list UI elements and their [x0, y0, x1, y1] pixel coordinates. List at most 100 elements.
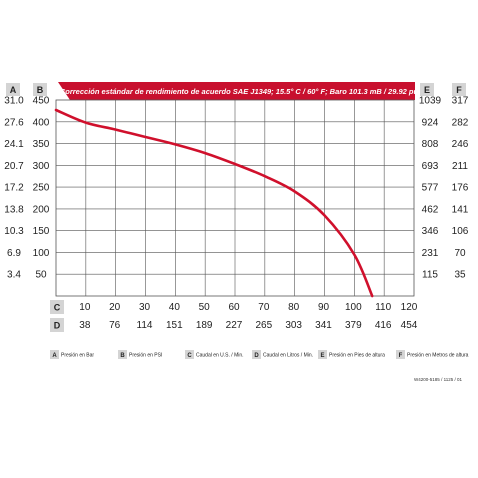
series-line: [54, 108, 374, 298]
tick-label-d: 303: [285, 320, 302, 331]
tick-label-a: 24.1: [4, 139, 24, 150]
tick-label-a: 27.6: [4, 117, 24, 128]
legend-text: Presión en PSI: [129, 353, 162, 359]
tick-label-b: 300: [33, 161, 50, 172]
tick-label-f: 176: [452, 183, 469, 194]
document-code: W4200-5185 / 1125 / 01: [414, 377, 462, 382]
legend-key-box: [318, 350, 327, 359]
axis-header-a: A: [10, 85, 17, 95]
tick-label-d: 416: [375, 320, 392, 331]
legend-key: B: [120, 353, 125, 359]
axis-header-c: C: [54, 303, 61, 313]
tick-label-d: 227: [226, 320, 243, 331]
tick-label-f: 106: [452, 226, 469, 237]
tick-label-b: 200: [33, 204, 50, 215]
tick-label-f: 317: [452, 96, 469, 107]
axis-header-b: B: [37, 85, 44, 95]
tick-label-d: 114: [137, 320, 153, 331]
legend-text: Caudal en U.S. / Min.: [196, 353, 244, 359]
legend-key-box: [118, 350, 127, 359]
axis-header-box-d: [50, 318, 64, 332]
tick-label-e: 231: [422, 248, 439, 259]
tick-label-d: 151: [166, 320, 183, 331]
tick-label-b: 350: [33, 139, 50, 150]
tick-label-f: 141: [452, 204, 469, 215]
performance-curve: [54, 108, 374, 298]
tick-label-a: 6.9: [7, 248, 21, 259]
legend-key-box: [252, 350, 261, 359]
tick-label-a: 13.8: [4, 204, 24, 215]
tick-label-f: 211: [452, 161, 468, 172]
legend-text: Caudal en Litros / Min.: [263, 353, 313, 359]
tick-label-f: 35: [454, 270, 466, 281]
tick-label-d: 189: [196, 320, 213, 331]
tick-label-c: 30: [139, 302, 151, 313]
axis-header-box-b: [33, 83, 47, 96]
legend: A Presión en Bar B Presión en PSI C Caudal en…: [50, 350, 469, 359]
tick-label-d: 454: [401, 320, 418, 331]
title-banner-shape: [58, 82, 415, 100]
tick-label-d: 38: [79, 320, 91, 331]
tick-label-e: 693: [422, 161, 439, 172]
tick-label-e: 924: [422, 117, 439, 128]
tick-label-a: 20.7: [4, 161, 24, 172]
tick-label-f: 246: [452, 139, 469, 150]
axis-header-d: D: [54, 321, 61, 331]
tick-label-e: 115: [422, 270, 438, 281]
axis-header-box-a: [6, 83, 20, 96]
tick-label-c: 110: [375, 302, 391, 313]
tick-labels: 31.0 27.6 24.1 20.7 17.2 13.8 10.3 6.9 3.4 450 400…: [4, 96, 469, 332]
legend-key: E: [320, 353, 324, 359]
legend-text: Presión en Bar: [61, 353, 94, 359]
tick-label-d: 76: [109, 320, 121, 331]
tick-label-c: 70: [258, 302, 270, 313]
axis-header-box-e: [420, 83, 434, 96]
tick-label-b: 50: [35, 270, 47, 281]
legend-text: Presión en Metros de altura: [407, 353, 469, 359]
legend-key: D: [254, 353, 259, 359]
chart-title: Corrección estándar de rendimiento de ac…: [60, 87, 420, 96]
tick-label-a: 3.4: [7, 270, 21, 281]
axis-header-f: F: [456, 85, 462, 95]
tick-label-d: 265: [255, 320, 272, 331]
tick-label-f: 70: [454, 248, 466, 259]
tick-label-a: 31.0: [4, 96, 24, 107]
axis-header-e: E: [424, 85, 430, 95]
tick-label-b: 100: [33, 248, 50, 259]
tick-label-c: 120: [401, 302, 418, 313]
legend-text: Presión en Pies de altura: [329, 353, 385, 359]
axis-header-box-f: [452, 83, 466, 96]
grid: [56, 100, 414, 296]
tick-label-e: 577: [422, 183, 439, 194]
tick-label-e: 346: [422, 226, 439, 237]
tick-label-f: 282: [452, 117, 469, 128]
tick-label-b: 250: [33, 183, 50, 194]
title-banner: Corrección estándar de rendimiento de ac…: [58, 82, 420, 100]
tick-label-c: 60: [228, 302, 240, 313]
tick-label-b: 450: [33, 96, 50, 107]
tick-label-d: 341: [315, 320, 332, 331]
legend-key-box: [50, 350, 59, 359]
tick-label-c: 80: [288, 302, 300, 313]
tick-label-a: 10.3: [4, 226, 24, 237]
tick-label-e: 1039: [419, 96, 442, 107]
tick-label-a: 17.2: [4, 183, 24, 194]
tick-label-c: 50: [199, 302, 211, 313]
axis-headers: A B E F CD: [6, 83, 466, 332]
tick-label-d: 379: [345, 320, 362, 331]
tick-label-c: 40: [169, 302, 181, 313]
legend-key-box: [185, 350, 194, 359]
tick-label-b: 400: [33, 117, 50, 128]
legend-key: C: [187, 353, 192, 359]
tick-label-e: 808: [422, 139, 439, 150]
axis-header-box-c: [50, 300, 64, 314]
tick-label-c: 100: [345, 302, 362, 313]
tick-label-b: 150: [33, 226, 50, 237]
legend-key: F: [399, 353, 403, 359]
legend-key-box: [396, 350, 405, 359]
legend-key: A: [52, 353, 57, 359]
tick-label-e: 462: [422, 204, 439, 215]
tick-label-c: 20: [109, 302, 121, 313]
tick-label-c: 90: [318, 302, 330, 313]
